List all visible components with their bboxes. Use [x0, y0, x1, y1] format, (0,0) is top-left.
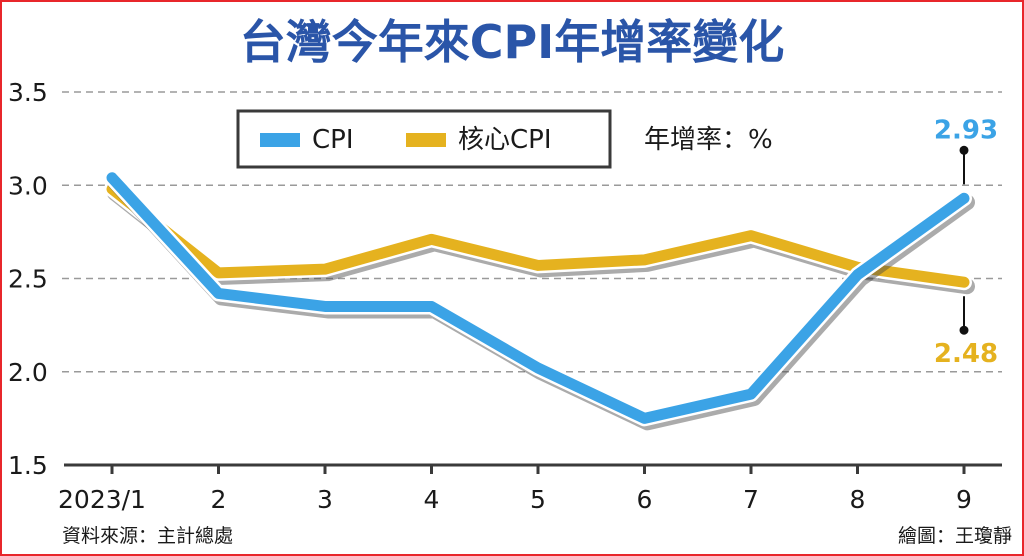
y-tick-label: 3.5	[8, 78, 48, 107]
y-tick-label: 2.5	[8, 265, 48, 294]
series-line-cpi	[106, 172, 970, 424]
x-tick-label: 3	[317, 485, 333, 514]
series-lines	[104, 169, 975, 431]
callout-label: 2.48	[934, 339, 998, 369]
data-point-cpi	[216, 291, 221, 296]
x-tick-label: 8	[850, 485, 866, 514]
data-point-cpi	[429, 304, 434, 309]
data-point-core-cpi	[749, 233, 753, 238]
x-tick-label: 4	[424, 485, 440, 514]
x-tick-label: 6	[637, 485, 653, 514]
data-point-cpi	[323, 304, 327, 309]
data-point-core-cpi	[536, 263, 540, 268]
data-point-core-cpi	[323, 267, 327, 272]
callouts: 2.93 2.48	[934, 115, 998, 369]
credit-note: 繪圖：王瓊靜	[898, 525, 1012, 547]
legend-label-core-cpi: 核心CPI	[458, 125, 552, 155]
data-point-cpi	[642, 416, 647, 421]
legend: CPI 核心CPI	[236, 109, 612, 169]
data-point-core-cpi	[216, 270, 221, 275]
legend-swatch-cpi	[260, 133, 300, 147]
y-axis-tick-labels: 3.5 3.0 2.5 2.0 1.5	[8, 78, 48, 480]
y-tick-label: 3.0	[8, 171, 48, 200]
callout-dot	[959, 145, 969, 155]
data-point-core-cpi	[962, 280, 966, 285]
unit-label: 年增率：%	[644, 125, 773, 155]
callout-dot	[959, 325, 969, 335]
y-tick-label: 2.0	[8, 358, 48, 387]
x-tick-label: 5	[530, 485, 546, 514]
data-point-cpi	[110, 175, 114, 180]
data-point-core-cpi	[642, 257, 647, 262]
data-point-cpi	[962, 196, 966, 201]
data-point-cpi	[749, 392, 753, 397]
y-tick-label: 1.5	[8, 451, 48, 480]
callout-label: 2.93	[934, 115, 998, 145]
data-point-cpi	[855, 272, 860, 277]
data-point-cpi	[536, 366, 540, 371]
legend-label-cpi: CPI	[312, 125, 354, 155]
x-axis-ticks: 2023/1 2 3 4 5 6 7 8 9	[58, 465, 972, 514]
legend-swatch-core-cpi	[406, 133, 446, 147]
x-tick-label: 2023/1	[58, 485, 146, 514]
title-group: 台灣今年來CPI年增率變化	[240, 15, 785, 69]
chart-title: 台灣今年來CPI年增率變化	[240, 15, 785, 69]
x-tick-label: 2	[211, 485, 227, 514]
source-note: 資料來源：主計總處	[62, 525, 233, 547]
data-point-core-cpi	[429, 237, 434, 242]
x-tick-label: 9	[956, 485, 972, 514]
x-tick-label: 7	[743, 485, 759, 514]
